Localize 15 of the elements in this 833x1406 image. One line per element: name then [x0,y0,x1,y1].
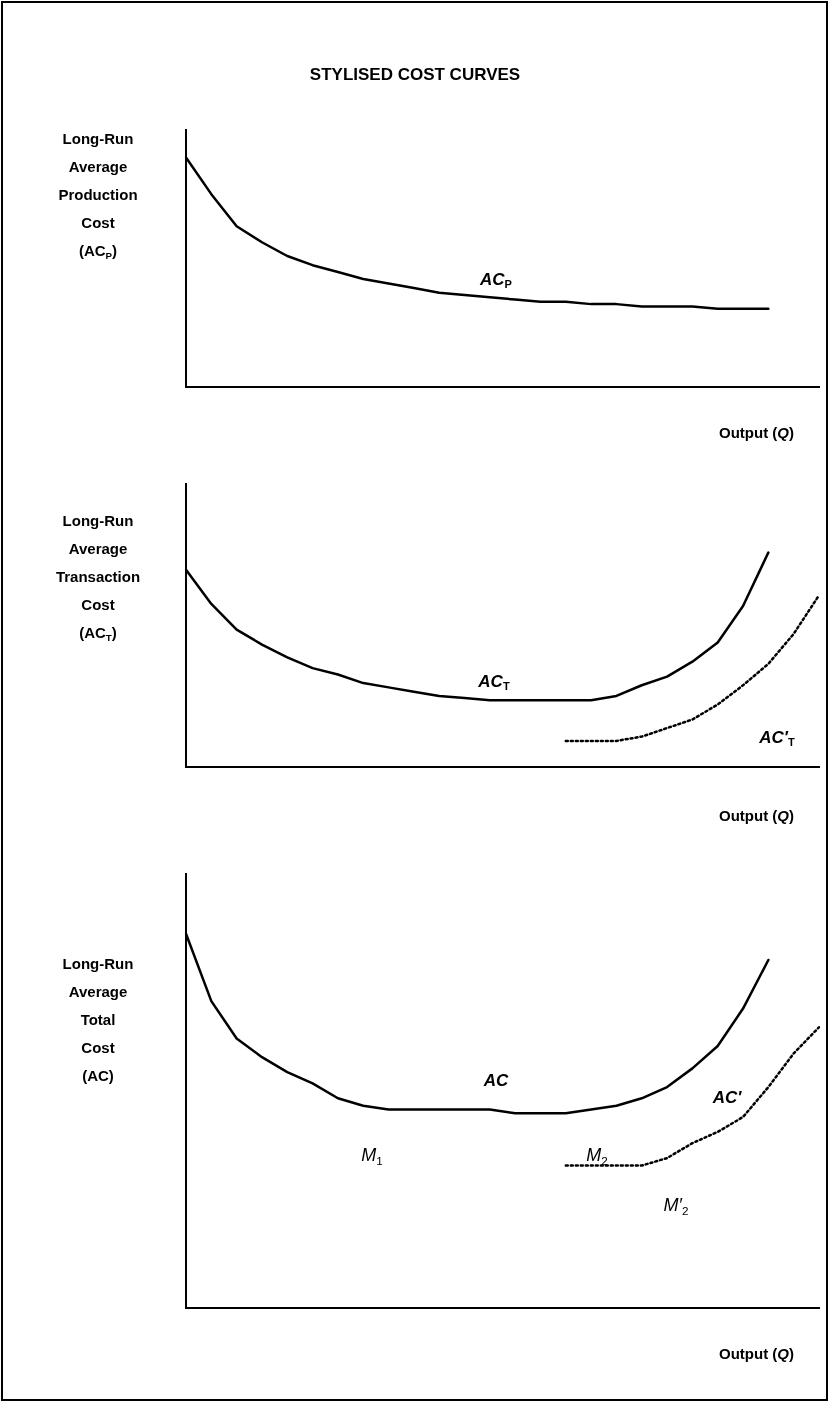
series-label: AC [483,1071,509,1091]
chart-title: STYLISED COST CURVES [309,65,521,85]
y-axis-title: Long-Run Average Production Cost (AC$_{P}$) [57,129,139,263]
x-axis-title: Output (Q) [719,1344,794,1362]
x-axis-title: Output (Q) [719,423,794,441]
y-axis-title: Long-Run Average Total Cost (AC) [61,954,135,1086]
series-label: AC′ [712,1088,742,1108]
series-label: AC$_{P}$ [480,269,512,291]
x-axis-title: Output (Q) [719,806,794,824]
annotation: M$_{1}$ [361,1145,383,1167]
annotation: M′$_{2}$ [663,1195,689,1217]
annotation: M$_{2}$ [586,1145,608,1167]
text: AC′$_{T}$ [759,727,795,749]
series-label: AC$_{T}$ [478,671,510,693]
y-axis-title: Long-Run Average Transaction Cost (AC$_{T}$) [54,511,142,645]
